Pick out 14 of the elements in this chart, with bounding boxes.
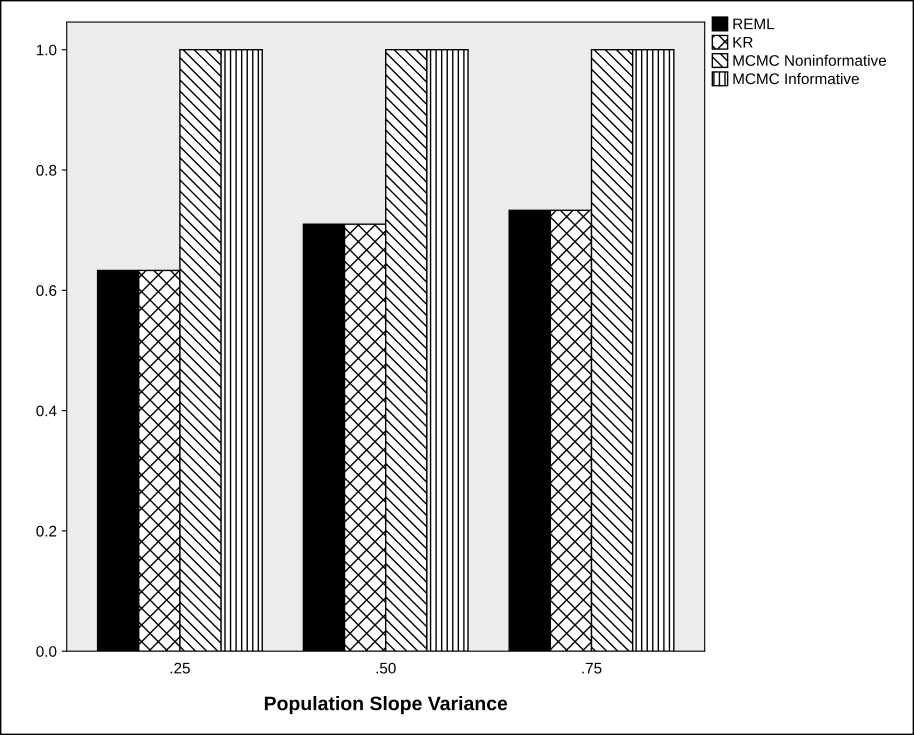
x-tick-label: .75 xyxy=(582,662,602,674)
y-tick-label: 0.2 xyxy=(36,526,56,537)
x-tick-label: .25 xyxy=(170,662,190,674)
legend-label: KR xyxy=(733,36,753,48)
legend-label: MCMC Noninformative xyxy=(733,54,886,66)
legend-label: MCMC Informative xyxy=(733,72,859,84)
x-axis-title: Population Slope Variance xyxy=(264,696,508,714)
y-tick-label: 0.4 xyxy=(36,405,57,416)
y-tick-label: 1.0 xyxy=(36,44,56,56)
legend-label: REML xyxy=(733,18,774,30)
y-tick-label: 0.6 xyxy=(36,285,56,296)
y-tick-label: 0.0 xyxy=(36,646,56,657)
x-tick-label: .50 xyxy=(376,662,396,674)
y-tick-label: 0.8 xyxy=(36,164,56,176)
